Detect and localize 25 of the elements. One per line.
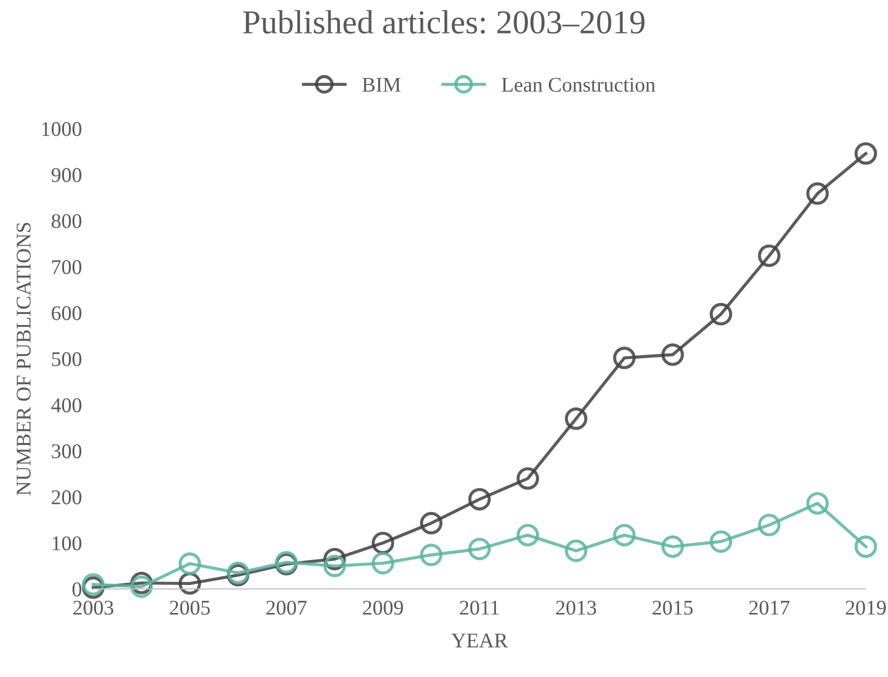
legend-label: Lean Construction: [502, 78, 656, 92]
x-tick-label: 2019: [846, 600, 886, 615]
x-axis-title: YEAR: [451, 634, 508, 648]
y-tick-label: 600: [52, 306, 82, 320]
x-tick-label: 2011: [460, 600, 499, 615]
x-tick-label: 2005: [170, 600, 210, 615]
x-tick-label: 2013: [556, 600, 596, 615]
y-tick-label: 1000: [42, 122, 82, 136]
y-tick-label: 100: [52, 536, 82, 550]
y-tick-label: 500: [52, 352, 82, 366]
legend-label: BIM: [362, 78, 401, 92]
y-tick-label: 400: [51, 398, 82, 412]
y-tick-label: 0: [72, 582, 82, 596]
x-tick-label: 2017: [749, 600, 790, 615]
y-tick-label: 800: [52, 214, 82, 228]
y-tick-label: 300: [52, 444, 82, 458]
x-tick-label: 2009: [363, 600, 403, 615]
x-tick-label: 2007: [266, 600, 307, 615]
x-tick-label: 2003: [73, 600, 114, 615]
chart-title: Published articles: 2003–2019: [243, 10, 644, 34]
y-tick-label: 700: [52, 260, 82, 274]
x-tick-label: 2015: [652, 600, 693, 615]
y-tick-label: 200: [52, 490, 82, 504]
y-tick-label: 900: [52, 168, 82, 182]
y-axis-title: NUMBER OF PUBLICATIONS: [16, 222, 31, 496]
